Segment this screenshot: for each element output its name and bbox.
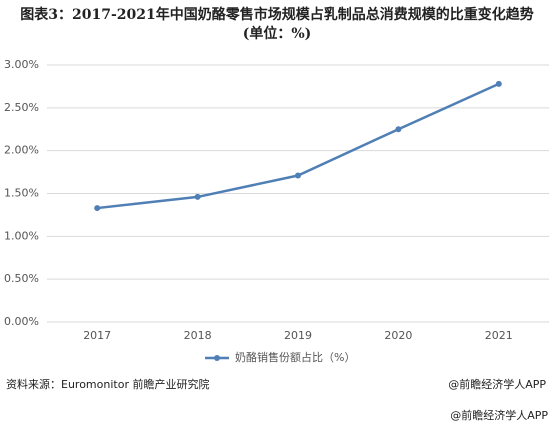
point xyxy=(395,126,402,133)
y-tick-label: 0.50% xyxy=(4,272,39,285)
x-tick-label: 2018 xyxy=(184,329,212,342)
y-tick-label: 1.50% xyxy=(4,187,39,200)
y-tick-label: 0.00% xyxy=(4,315,39,328)
source: 资料来源：Euromonitor 前瞻产业研究院 xyxy=(6,377,209,391)
x-tick-label: 2019 xyxy=(284,329,312,342)
point xyxy=(495,80,502,87)
point xyxy=(194,193,201,200)
credit: @前瞻经济学人APP xyxy=(448,377,546,391)
point xyxy=(94,205,101,212)
x-tick-label: 2017 xyxy=(83,329,111,342)
y-tick-label: 1.00% xyxy=(4,229,39,242)
y-tick-label: 2.00% xyxy=(4,144,39,157)
legend-marker xyxy=(214,355,220,361)
y-tick-label: 3.00% xyxy=(4,58,39,71)
series-line xyxy=(97,82,500,210)
x-tick-label: 2020 xyxy=(384,329,412,342)
x-tick-label: 2021 xyxy=(485,329,513,342)
legend-label: 奶酪销售份额占比（%） xyxy=(235,350,355,364)
chart-title: 图表3：2017-2021年中国奶酪零售市场规模占乳制品总消费规模的比重变化趋势… xyxy=(20,7,534,42)
y-tick-label: 2.50% xyxy=(4,101,39,114)
point xyxy=(295,172,301,179)
footer: @前瞻经济学人APP xyxy=(450,408,548,422)
